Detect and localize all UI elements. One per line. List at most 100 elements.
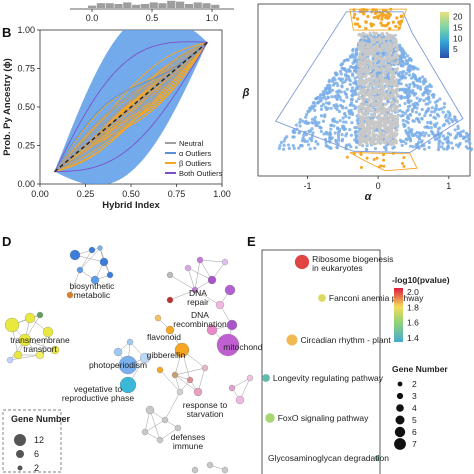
outlier-point [343, 73, 348, 77]
outlier-point [334, 140, 339, 144]
outlier-point [342, 99, 346, 103]
outlier-point [398, 70, 402, 75]
neutral-point [384, 138, 388, 142]
outlier-point [418, 134, 422, 138]
outlier-point [427, 140, 432, 145]
neutral-point [384, 125, 388, 129]
neutral-point [395, 46, 399, 50]
outlier-point [433, 137, 437, 142]
neutral-point [357, 131, 361, 135]
neutral-point [369, 73, 373, 77]
network-label: biosynthetic metabolic [70, 281, 116, 300]
neutral-point [382, 79, 386, 83]
neutral-point [378, 57, 382, 61]
hist-bar [193, 2, 202, 8]
outlier-point [277, 146, 281, 151]
outlier-point [335, 120, 339, 124]
colorbar [440, 12, 449, 58]
outlier-point [339, 78, 343, 82]
y-tick-label: 0.25 [17, 141, 35, 151]
beta-outlier-point [369, 24, 374, 28]
neutral-point [394, 80, 398, 84]
neutral-point [390, 79, 394, 83]
panel-b-plot: 0.00 0.25 0.50 0.75 1.00 0.00 0.25 0.50 0.75 1.00… [2, 25, 231, 211]
outlier-point [422, 78, 426, 82]
neutral-point [378, 37, 382, 41]
outlier-point [321, 96, 325, 100]
neutral-point [381, 37, 385, 41]
neutral-point [373, 83, 377, 87]
outlier-point [301, 119, 305, 123]
neutral-point [363, 117, 367, 121]
beta-outlier-point [382, 153, 386, 157]
outlier-point [354, 145, 358, 150]
legend-label: β Outliers [179, 159, 211, 168]
outlier-point [410, 76, 414, 80]
outlier-point [318, 125, 323, 130]
size-legend-label: 2 [412, 379, 417, 389]
network-node [4, 317, 20, 333]
neutral-point [364, 45, 368, 49]
hist-tick-label: 1.0 [206, 13, 219, 23]
outlier-point [415, 96, 419, 100]
neutral-point [394, 96, 398, 100]
neutral-point [367, 58, 371, 62]
neutral-point [377, 74, 381, 78]
outlier-point [341, 116, 345, 120]
neutral-point [390, 99, 394, 103]
neutral-point [362, 125, 366, 129]
outlier-point [449, 141, 454, 145]
network-label-line: biosynthetic [70, 281, 116, 291]
outlier-point [400, 47, 404, 51]
outlier-point [408, 83, 412, 87]
pathway-dot [374, 454, 382, 462]
outlier-point [340, 84, 344, 88]
neutral-point [360, 50, 364, 54]
hist-bar [176, 1, 185, 8]
outlier-point [422, 98, 426, 103]
size-legend-label: 3 [412, 391, 417, 401]
neutral-point [384, 79, 388, 83]
neutral-point [371, 52, 375, 56]
outlier-point [413, 83, 417, 87]
neutral-point [372, 98, 376, 102]
beta-outlier-point [375, 156, 379, 160]
network-node [201, 364, 209, 372]
legend-label: Both Outliers [179, 169, 223, 178]
outlier-point [298, 120, 302, 125]
outlier-point [305, 112, 309, 117]
size-legend-dot [16, 450, 24, 458]
beta-outlier-point [366, 14, 370, 19]
network-label-line: photoperiodism [89, 360, 147, 370]
size-legend-label: 5 [412, 415, 417, 425]
network-node [174, 424, 182, 432]
network-node [6, 356, 14, 364]
outlier-point [350, 86, 355, 90]
outlier-point [353, 89, 357, 93]
outlier-point [345, 87, 349, 91]
network-node [191, 286, 199, 294]
neutral-point [394, 62, 398, 66]
outlier-point [337, 94, 341, 98]
network-node [246, 374, 254, 382]
size-legend-dot [395, 415, 405, 425]
outlier-point [400, 53, 404, 57]
neutral-point [375, 64, 379, 68]
neutral-point [394, 38, 398, 42]
neutral-point [390, 129, 394, 133]
outlier-point [466, 136, 471, 140]
outlier-point [404, 58, 408, 63]
neutral-point [385, 93, 389, 97]
neutral-point [360, 117, 364, 121]
network-label-line: recombination [173, 319, 227, 329]
network-node [224, 284, 236, 296]
panel-letter-d: D [2, 234, 11, 249]
outlier-point [446, 141, 450, 145]
outlier-point [405, 54, 410, 58]
network-edge [164, 391, 181, 421]
outlier-point [401, 110, 405, 114]
outlier-point [341, 125, 345, 129]
neutral-point [373, 115, 377, 119]
alpha-outlier-line [54, 41, 208, 172]
neutral-point [396, 123, 400, 127]
